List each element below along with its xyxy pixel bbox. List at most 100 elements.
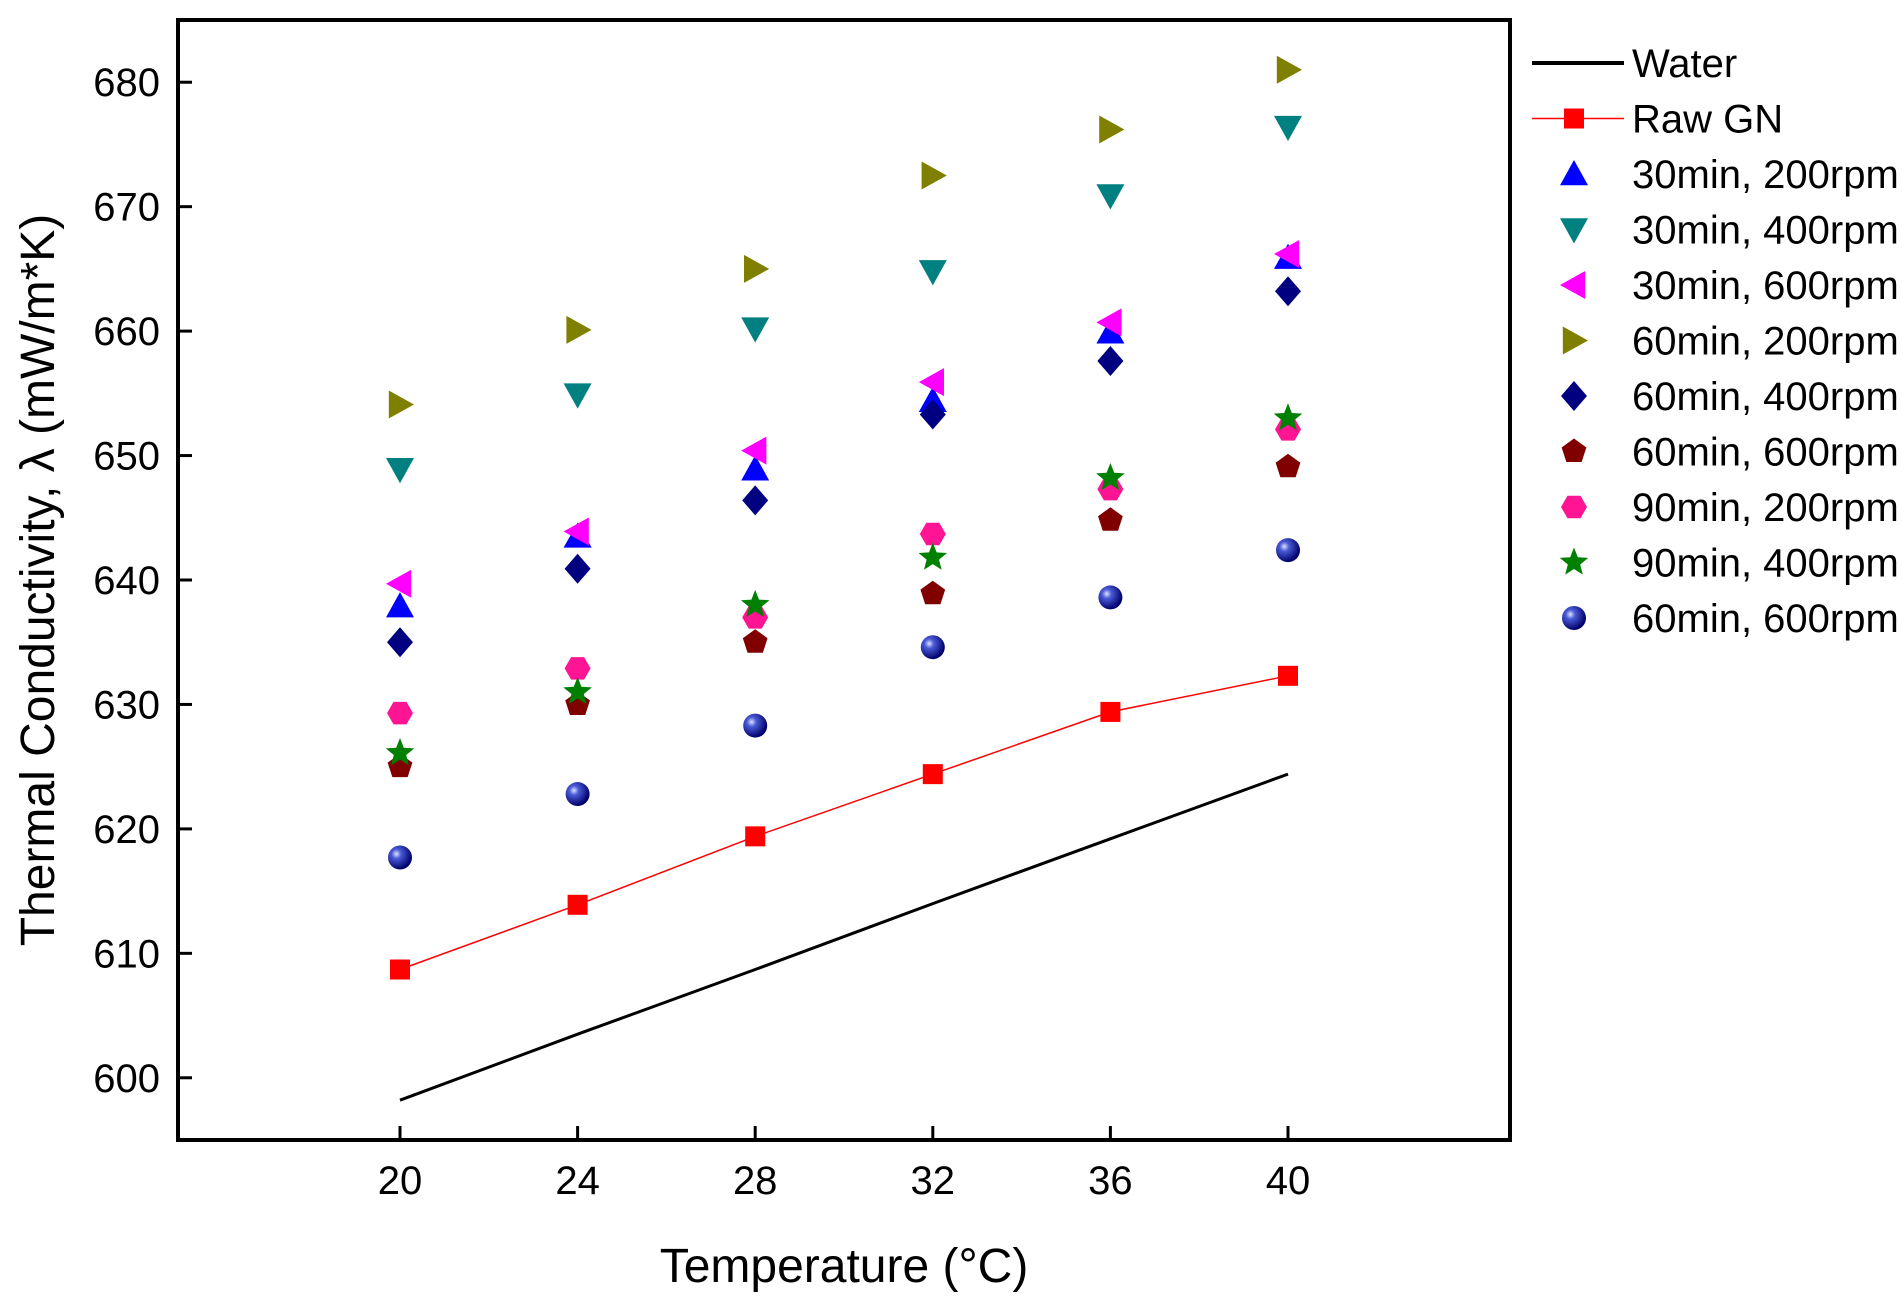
data-point-7-3 — [920, 580, 946, 605]
legend-label-4: 30min, 600rpm — [1632, 264, 1899, 308]
series-6 — [387, 276, 1301, 658]
legend-marker-6 — [1561, 381, 1587, 411]
legend-label-7: 60min, 600rpm — [1632, 431, 1899, 475]
data-point-5-2 — [744, 254, 770, 283]
data-point-1-0 — [390, 959, 410, 980]
x-tick-label-0: 20 — [378, 1159, 423, 1203]
y-tick-label-5: 650 — [93, 435, 160, 479]
data-point-10-2 — [743, 713, 768, 738]
series-1 — [390, 665, 1298, 980]
data-point-3-4 — [1096, 184, 1125, 210]
data-point-1-3 — [922, 764, 943, 785]
data-point-4-1 — [563, 517, 589, 546]
data-point-2-2 — [741, 455, 770, 481]
data-point-9-2 — [740, 589, 770, 618]
y-axis-title: Thermal Conductivity, λ (mW/m*K) — [12, 214, 65, 947]
data-point-10-0 — [388, 845, 412, 870]
series-3 — [386, 115, 1302, 484]
legend-entry-9: 90min, 400rpm — [1559, 542, 1899, 586]
data-point-2-3 — [918, 386, 947, 412]
series-line-0 — [399, 772, 1289, 1102]
legend-entry-6: 60min, 400rpm — [1561, 375, 1899, 419]
data-point-3-3 — [918, 260, 947, 286]
data-point-7-5 — [1275, 453, 1301, 478]
data-point-9-3 — [918, 542, 948, 570]
data-point-3-1 — [563, 383, 592, 409]
data-point-7-4 — [1098, 507, 1123, 531]
data-point-9-0 — [385, 737, 415, 766]
plot-area — [385, 55, 1303, 1102]
data-point-9-4 — [1096, 462, 1125, 491]
data-point-6-4 — [1097, 345, 1124, 376]
y-tick-label-3: 630 — [93, 683, 160, 727]
legend-entry-2: 30min, 200rpm — [1560, 153, 1899, 197]
legend-label-8: 90min, 200rpm — [1632, 486, 1899, 530]
legend-label-9: 90min, 400rpm — [1632, 542, 1899, 586]
legend-entry-10: 60min, 600rpm — [1562, 597, 1899, 641]
data-point-9-5 — [1273, 403, 1303, 431]
data-point-8-0 — [387, 701, 413, 725]
x-tick-label-4: 36 — [1088, 1159, 1133, 1203]
y-tick-label-4: 640 — [93, 559, 160, 603]
data-point-8-1 — [564, 657, 591, 680]
data-point-4-3 — [918, 368, 944, 397]
data-point-6-0 — [387, 627, 413, 658]
data-point-6-3 — [919, 399, 946, 430]
legend-label-2: 30min, 200rpm — [1632, 153, 1899, 197]
data-point-2-4 — [1096, 318, 1125, 344]
x-axis-title: Temperature (°C) — [660, 1240, 1029, 1293]
legend-entry-8: 90min, 200rpm — [1561, 486, 1899, 530]
legend-marker-7 — [1561, 438, 1587, 463]
data-point-5-0 — [388, 390, 414, 419]
data-point-10-1 — [565, 782, 590, 807]
series-4 — [386, 239, 1300, 598]
legend-label-0: Water — [1632, 42, 1737, 86]
data-point-4-2 — [741, 436, 767, 465]
y-tick-label-8: 680 — [93, 61, 160, 105]
legend-label-3: 30min, 400rpm — [1632, 209, 1899, 253]
y-tick-label-2: 620 — [93, 808, 160, 852]
data-point-4-0 — [386, 569, 412, 598]
data-point-9-1 — [563, 677, 592, 705]
legend-label-1: Raw GN — [1632, 98, 1783, 142]
legend-entry-4: 30min, 600rpm — [1560, 264, 1899, 308]
data-point-4-4 — [1096, 308, 1122, 337]
legend-marker-4 — [1560, 271, 1586, 299]
legend-marker-10 — [1562, 606, 1586, 630]
legend-entry-3: 30min, 400rpm — [1560, 209, 1899, 253]
series-line-1 — [399, 675, 1289, 971]
legend: Water Raw GN 30min, 200rpm 30min, 400rpm 30m… — [1532, 42, 1899, 641]
legend-marker-1 — [1564, 108, 1584, 129]
legend-marker-9 — [1559, 547, 1589, 575]
data-point-1-5 — [1278, 665, 1298, 686]
data-point-6-5 — [1275, 276, 1301, 307]
legend-label-10: 60min, 600rpm — [1632, 597, 1899, 641]
data-point-5-3 — [921, 161, 947, 190]
x-tick-label-5: 40 — [1266, 1159, 1311, 1203]
x-tick-label-1: 24 — [555, 1159, 600, 1203]
series-7 — [387, 453, 1301, 778]
legend-entry-5: 60min, 200rpm — [1562, 320, 1899, 364]
y-tick-label-0: 600 — [93, 1057, 160, 1101]
data-point-5-1 — [566, 315, 592, 344]
legend-marker-5 — [1562, 326, 1588, 355]
series-9 — [385, 403, 1303, 766]
y-tick-label-1: 610 — [93, 932, 160, 976]
data-point-10-3 — [920, 635, 945, 660]
legend-marker-3 — [1560, 218, 1588, 244]
data-point-3-0 — [386, 458, 414, 484]
data-point-1-2 — [745, 826, 766, 847]
legend-entry-7: 60min, 600rpm — [1561, 431, 1899, 475]
series-10 — [388, 538, 1300, 870]
data-point-1-1 — [567, 894, 588, 915]
data-point-4-5 — [1274, 239, 1300, 268]
data-point-10-4 — [1098, 585, 1123, 610]
data-point-7-2 — [742, 629, 768, 653]
data-point-5-4 — [1099, 115, 1125, 144]
data-point-10-5 — [1276, 538, 1300, 563]
series-2 — [386, 243, 1302, 618]
legend-entry-1: Raw GN — [1532, 98, 1783, 142]
data-point-3-2 — [741, 317, 770, 343]
x-tick-label-3: 32 — [911, 1159, 956, 1203]
data-point-1-4 — [1100, 701, 1121, 722]
